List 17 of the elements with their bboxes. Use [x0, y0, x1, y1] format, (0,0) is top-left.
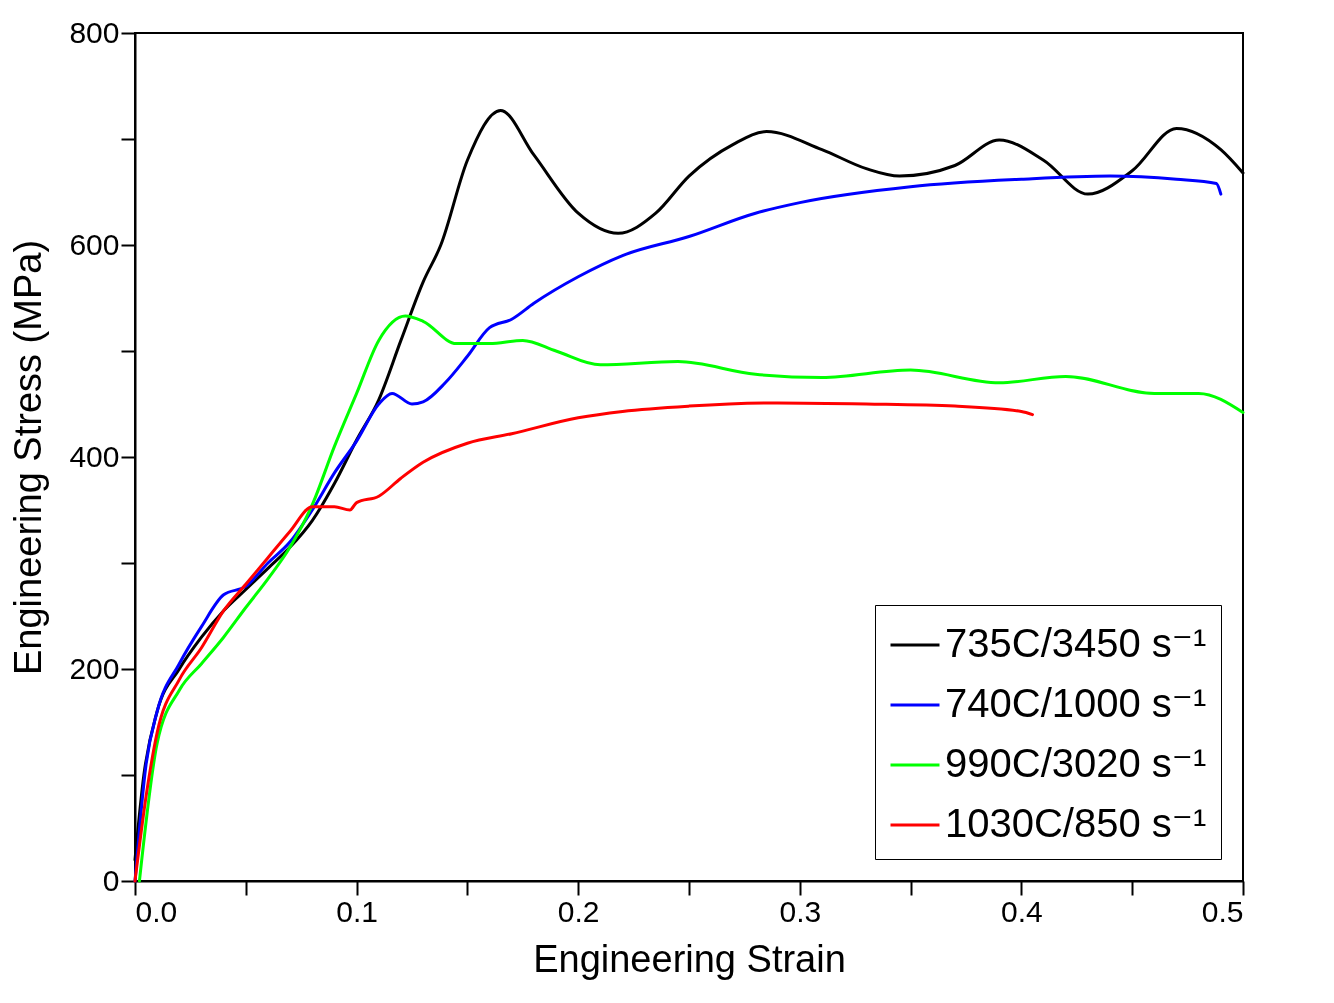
y-tick-label: 800 — [69, 15, 120, 49]
x-tick-label: 0.0 — [135, 894, 178, 928]
x-tick-label: 0.4 — [1001, 894, 1043, 928]
x-axis-title: Engineering Strain — [533, 937, 846, 980]
legend-label: 990C/3020 s⁻¹ — [945, 741, 1207, 785]
y-tick-label: 600 — [69, 227, 120, 261]
x-tick-label: 0.3 — [779, 894, 822, 928]
legend-label: 735C/3450 s⁻¹ — [945, 621, 1207, 665]
legend-label: 1030C/850 s⁻¹ — [945, 801, 1207, 845]
y-tick-label: 0 — [102, 863, 120, 897]
legend-label: 740C/1000 s⁻¹ — [945, 681, 1207, 725]
y-tick-label: 200 — [69, 651, 120, 685]
y-axis-title: Engineering Stress (MPa) — [7, 239, 50, 676]
x-tick-label: 0.1 — [336, 894, 378, 928]
x-tick-label: 0.2 — [557, 894, 600, 928]
x-tick-label: 0.5 — [1201, 894, 1244, 928]
y-tick-label: 400 — [69, 439, 120, 473]
